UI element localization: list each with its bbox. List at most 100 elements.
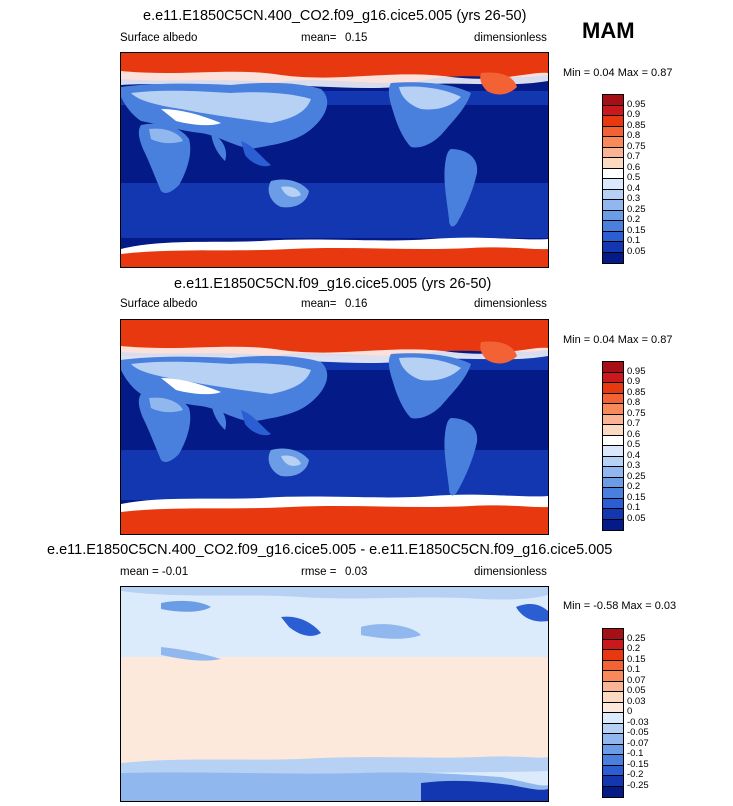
colorbar-swatch [603, 116, 623, 127]
colorbar-swatch [603, 702, 623, 713]
panel-3-minmax: Min = -0.58 Max = 0.03 [563, 600, 677, 612]
colorbar-swatch [603, 629, 623, 640]
colorbar-tick-label: 0.9 [627, 109, 641, 120]
colorbar-tick-label: 0.25 [627, 470, 646, 482]
colorbar-swatch [603, 372, 623, 383]
colorbar-swatch [603, 477, 623, 488]
panel-3-rmse-value: 0.03 [345, 566, 368, 578]
panel-3-title: e.e11.E1850C5CN.400_CO2.f09_g16.cice5.00… [47, 542, 613, 558]
colorbar-swatch [603, 242, 623, 253]
colorbar-swatch [603, 509, 623, 520]
colorbar-swatch [603, 231, 623, 242]
colorbar-swatch [603, 252, 623, 263]
colorbar-swatch [603, 776, 623, 787]
colorbar-swatch [603, 734, 623, 745]
colorbar-swatch [603, 126, 623, 137]
colorbar-tick-label: 0.3 [627, 193, 641, 204]
panel-2-map [120, 319, 549, 535]
panel-1-mean-label: mean= [301, 32, 337, 44]
colorbar-swatch [603, 755, 623, 766]
panel-2-albedo-field [121, 320, 548, 534]
colorbar-swatch [603, 200, 623, 211]
panel-3-map [120, 586, 549, 802]
panel-2-mean-label: mean= [301, 298, 337, 310]
colorbar-swatch [603, 393, 623, 404]
colorbar-tick-label: 0.15 [627, 491, 646, 503]
panel-2-colorbar [602, 361, 624, 531]
panel-2-minmax: Min = 0.04 Max = 0.87 [563, 334, 673, 346]
colorbar-tick-label: 0.07 [627, 674, 646, 686]
panel-2-variable-label: Surface albedo [120, 298, 198, 310]
colorbar-tick-label: 0.6 [627, 161, 641, 173]
panel-2-mean-value: 0.16 [345, 298, 368, 310]
colorbar-swatch [603, 467, 623, 478]
colorbar-tick-label: 0.15 [627, 224, 646, 236]
colorbar-tick-label: 0.05 [627, 512, 646, 524]
colorbar-tick-label: 0.5 [627, 439, 641, 450]
colorbar-tick-label: 0.2 [627, 214, 641, 225]
colorbar-swatch [603, 650, 623, 661]
colorbar-swatch [603, 723, 623, 734]
colorbar-tick-label: 0.6 [627, 428, 641, 440]
colorbar-tick-label: 0.2 [627, 643, 641, 654]
colorbar-tick-label: 0.05 [627, 245, 646, 257]
colorbar-tick-label: -0.05 [627, 727, 649, 738]
colorbar-swatch [603, 362, 623, 373]
colorbar-swatch [603, 137, 623, 148]
panel-2-units: dimensionless [474, 298, 547, 310]
colorbar-swatch [603, 456, 623, 467]
panel-1-mean-value: 0.15 [345, 32, 368, 44]
colorbar-tick-label: 0.1 [627, 235, 641, 246]
colorbar-tick-label: 0.85 [627, 386, 646, 398]
panel-1-units: dimensionless [474, 32, 547, 44]
colorbar-swatch [603, 105, 623, 116]
colorbar-swatch [603, 713, 623, 724]
colorbar-tick-label: 0.7 [627, 418, 641, 429]
panel-3-rmse-label: rmse = [301, 566, 337, 578]
colorbar-tick-label: 0.75 [627, 407, 646, 419]
colorbar-swatch [603, 660, 623, 671]
colorbar-tick-label: -0.03 [627, 716, 649, 728]
colorbar-tick-label: -0.15 [627, 758, 649, 770]
colorbar-tick-label: 0.1 [627, 502, 641, 513]
colorbar-swatch [603, 221, 623, 232]
colorbar-swatch [603, 446, 623, 457]
colorbar-swatch [603, 519, 623, 530]
colorbar-swatch [603, 488, 623, 499]
panel-1-albedo-field [121, 53, 548, 267]
colorbar-tick-label: -0.25 [627, 779, 649, 791]
colorbar-swatch [603, 158, 623, 169]
colorbar-tick-label: 0.8 [627, 397, 641, 408]
colorbar-tick-label: 0.25 [627, 203, 646, 215]
panel-3-units: dimensionless [474, 566, 547, 578]
colorbar-swatch [603, 425, 623, 436]
colorbar-tick-label: 0.1 [627, 664, 641, 675]
colorbar-tick-label: 0.05 [627, 685, 646, 696]
colorbar-tick-label: -0.1 [627, 748, 644, 759]
colorbar-tick-label: 0.25 [627, 632, 646, 644]
colorbar-swatch [603, 681, 623, 692]
colorbar-tick-label: 0.8 [627, 130, 641, 141]
colorbar-swatch [603, 210, 623, 221]
colorbar-swatch [603, 95, 623, 106]
panel-1-variable-label: Surface albedo [120, 32, 198, 44]
colorbar-swatch [603, 189, 623, 200]
colorbar-tick-label: 0.95 [627, 365, 646, 377]
colorbar-swatch [603, 147, 623, 158]
colorbar-tick-label: 0.9 [627, 376, 641, 387]
colorbar-swatch [603, 404, 623, 415]
panel-1-colorbar [602, 94, 624, 264]
colorbar-tick-label: -0.07 [627, 737, 649, 749]
colorbar-tick-label: 0.4 [627, 449, 641, 461]
colorbar-tick-label: 0.75 [627, 140, 646, 152]
colorbar-swatch [603, 414, 623, 425]
colorbar-swatch [603, 692, 623, 703]
colorbar-swatch [603, 671, 623, 682]
colorbar-swatch [603, 498, 623, 509]
colorbar-swatch [603, 383, 623, 394]
colorbar-tick-label: 0.15 [627, 653, 646, 665]
colorbar-tick-label: 0.4 [627, 182, 641, 194]
colorbar-tick-label: 0.3 [627, 460, 641, 471]
colorbar-swatch [603, 765, 623, 776]
colorbar-tick-label: 0.95 [627, 98, 646, 110]
